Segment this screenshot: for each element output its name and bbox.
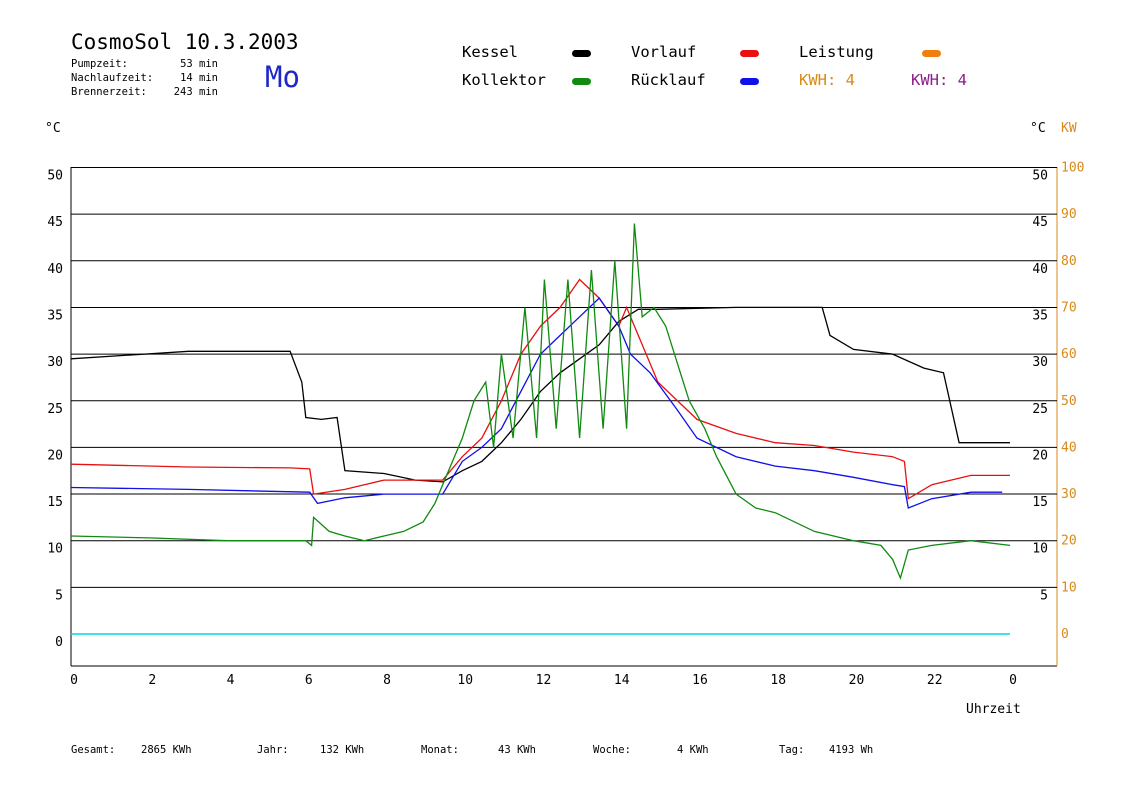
series-ruecklauf-line <box>70 297 1003 509</box>
legend-kwh-purple: KWH: 4 <box>911 71 967 89</box>
x-tick-3: 6 <box>305 673 313 688</box>
y-right-kw-tick-30: 30 <box>1061 487 1077 502</box>
chart-title: CosmoSol 10.3.2003 <box>71 30 299 54</box>
y-left-tick-35: 35 <box>47 308 63 323</box>
y-right-c-tick-40: 40 <box>1032 262 1048 277</box>
footer-woche-label: Woche: <box>593 744 631 756</box>
brennerzeit-value: 243 min <box>173 86 218 98</box>
legend-leistung-label: Leistung <box>799 43 874 61</box>
x-tick-4: 8 <box>383 673 391 688</box>
y-left-tick-25: 25 <box>47 402 63 417</box>
footer-monat-value: 43 KWh <box>498 744 536 756</box>
legend-kessel-swatch <box>572 50 591 57</box>
x-tick-2: 4 <box>227 673 235 688</box>
x-tick-0: 0 <box>70 673 78 688</box>
nachlaufzeit-value: 14 min <box>180 72 218 84</box>
y-left-tick-20: 20 <box>47 448 63 463</box>
x-tick-7: 14 <box>614 673 630 688</box>
y-right-kw-tick-40: 40 <box>1061 440 1077 455</box>
x-tick-8: 16 <box>692 673 708 688</box>
y-right-c-tick-10: 10 <box>1032 542 1048 557</box>
legend-leistung-swatch <box>922 50 941 57</box>
y-left-tick-45: 45 <box>47 215 63 230</box>
footer-jahr-value: 132 KWh <box>320 744 365 756</box>
y-left-tick-0: 0 <box>55 635 63 650</box>
pumpzeit-value: 53 min <box>180 58 218 70</box>
x-tick-12: 0 <box>1009 673 1017 688</box>
legend-ruecklauf-label: Rücklauf <box>631 71 706 89</box>
legend-kollektor-label: Kollektor <box>462 71 546 89</box>
legend-vorlauf-swatch <box>740 50 759 57</box>
y-left-tick-50: 50 <box>47 169 63 184</box>
footer-gesamt-value: 2865 KWh <box>141 744 192 756</box>
y-right-c-tick-45: 45 <box>1032 215 1048 230</box>
y-right-c-tick-20: 20 <box>1032 448 1048 463</box>
y-right-kw-tick-100: 100 <box>1061 161 1084 176</box>
y-right-c-tick-50: 50 <box>1032 169 1048 184</box>
y-right-c-tick-25: 25 <box>1032 402 1048 417</box>
y-right-kw-tick-20: 20 <box>1061 534 1077 549</box>
y-left-tick-15: 15 <box>47 495 63 510</box>
y-right-kw-tick-0: 0 <box>1061 627 1069 642</box>
x-tick-11: 22 <box>927 673 943 688</box>
pumpzeit-label: Pumpzeit: <box>71 58 128 70</box>
legend-kollektor-swatch <box>572 78 591 85</box>
brennerzeit-label: Brennerzeit: <box>71 86 147 98</box>
weekday-label: Mo <box>265 60 300 94</box>
x-tick-1: 2 <box>148 673 156 688</box>
x-tick-6: 12 <box>536 673 552 688</box>
nachlaufzeit-label: Nachlaufzeit: <box>71 72 154 84</box>
y-left-tick-30: 30 <box>47 355 63 370</box>
footer-jahr-label: Jahr: <box>257 744 289 756</box>
y-right-c-tick-15: 15 <box>1032 495 1048 510</box>
y-left-tick-40: 40 <box>47 262 63 277</box>
left-axis-unit: °C <box>45 121 61 136</box>
footer-gesamt-label: Gesamt: <box>71 744 116 756</box>
y-right-kw-tick-90: 90 <box>1061 207 1077 222</box>
legend-vorlauf-label: Vorlauf <box>631 43 697 61</box>
footer-monat-label: Monat: <box>421 744 459 756</box>
y-right-c-tick-35: 35 <box>1032 308 1048 323</box>
x-tick-9: 18 <box>770 673 786 688</box>
x-axis-label: Uhrzeit <box>966 702 1021 717</box>
legend-ruecklauf-swatch <box>740 78 759 85</box>
y-left-tick-5: 5 <box>55 588 63 603</box>
legend-kwh-orange: KWH: 4 <box>799 71 855 89</box>
right-axis-unit-kw: KW <box>1061 121 1077 136</box>
y-right-kw-tick-70: 70 <box>1061 300 1077 315</box>
y-right-kw-tick-10: 10 <box>1061 580 1077 595</box>
y-right-c-tick-5: 5 <box>1040 588 1048 603</box>
y-right-c-tick-30: 30 <box>1032 355 1048 370</box>
legend-kessel-label: Kessel <box>462 43 518 61</box>
y-left-tick-10: 10 <box>47 542 63 557</box>
right-axis-unit-c: °C <box>1030 121 1046 136</box>
footer-tag-value: 4193 Wh <box>829 744 874 756</box>
series-vorlauf-line <box>70 278 1010 500</box>
y-right-kw-tick-60: 60 <box>1061 347 1077 362</box>
footer-tag-label: Tag: <box>779 744 805 756</box>
y-right-kw-tick-80: 80 <box>1061 254 1077 269</box>
y-right-kw-tick-50: 50 <box>1061 394 1077 409</box>
x-tick-5: 10 <box>457 673 473 688</box>
footer-woche-value: 4 KWh <box>677 744 709 756</box>
series-kollektor-line <box>70 223 1011 580</box>
x-tick-10: 20 <box>849 673 865 688</box>
series-kessel-line <box>70 306 1010 483</box>
